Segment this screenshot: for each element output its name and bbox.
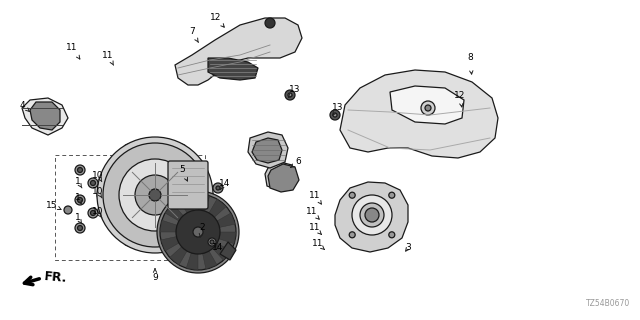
Text: 10: 10 bbox=[92, 207, 104, 217]
Circle shape bbox=[360, 203, 384, 227]
Circle shape bbox=[176, 210, 220, 254]
Polygon shape bbox=[268, 164, 299, 192]
Polygon shape bbox=[175, 18, 302, 85]
Polygon shape bbox=[252, 138, 282, 163]
Text: 13: 13 bbox=[332, 103, 344, 113]
Circle shape bbox=[175, 234, 187, 246]
Text: 12: 12 bbox=[211, 13, 221, 22]
Text: FR.: FR. bbox=[44, 270, 68, 285]
Text: 11: 11 bbox=[309, 223, 321, 233]
Text: 14: 14 bbox=[212, 244, 224, 252]
Polygon shape bbox=[186, 237, 198, 270]
Bar bbox=[55, 155, 205, 260]
Circle shape bbox=[425, 105, 431, 111]
Text: 11: 11 bbox=[67, 44, 77, 52]
Circle shape bbox=[90, 180, 95, 186]
Polygon shape bbox=[335, 182, 408, 252]
Polygon shape bbox=[202, 213, 235, 231]
Text: 7: 7 bbox=[189, 28, 195, 36]
Polygon shape bbox=[248, 132, 288, 168]
Circle shape bbox=[201, 189, 213, 201]
Circle shape bbox=[175, 144, 187, 156]
Polygon shape bbox=[200, 199, 226, 229]
Text: 14: 14 bbox=[220, 179, 230, 188]
Polygon shape bbox=[179, 195, 197, 228]
Text: 10: 10 bbox=[92, 171, 104, 180]
Circle shape bbox=[75, 195, 85, 205]
Circle shape bbox=[216, 186, 220, 190]
Text: 11: 11 bbox=[102, 51, 114, 60]
Text: 10: 10 bbox=[92, 188, 104, 196]
Circle shape bbox=[388, 192, 395, 198]
Polygon shape bbox=[22, 98, 68, 135]
Circle shape bbox=[265, 18, 275, 28]
Circle shape bbox=[103, 143, 207, 247]
Polygon shape bbox=[30, 102, 60, 130]
Text: 11: 11 bbox=[309, 190, 321, 199]
Polygon shape bbox=[390, 86, 464, 124]
Circle shape bbox=[213, 183, 223, 193]
Circle shape bbox=[421, 101, 435, 115]
Text: 1: 1 bbox=[75, 194, 81, 203]
Text: 1: 1 bbox=[75, 213, 81, 222]
Text: 11: 11 bbox=[312, 239, 324, 249]
Circle shape bbox=[210, 240, 214, 244]
Circle shape bbox=[97, 137, 213, 253]
Text: 11: 11 bbox=[307, 207, 317, 217]
Polygon shape bbox=[198, 194, 210, 227]
Text: TZ54B0670: TZ54B0670 bbox=[586, 299, 630, 308]
Text: 15: 15 bbox=[46, 201, 58, 210]
Polygon shape bbox=[265, 162, 296, 190]
Text: 12: 12 bbox=[454, 91, 466, 100]
Polygon shape bbox=[199, 236, 217, 269]
Text: 6: 6 bbox=[295, 157, 301, 166]
Circle shape bbox=[388, 232, 395, 238]
Circle shape bbox=[75, 165, 85, 175]
Polygon shape bbox=[202, 235, 231, 260]
Polygon shape bbox=[161, 233, 194, 251]
Circle shape bbox=[349, 232, 355, 238]
Text: 4: 4 bbox=[19, 100, 25, 109]
Polygon shape bbox=[220, 242, 236, 260]
Text: 8: 8 bbox=[467, 53, 473, 62]
Circle shape bbox=[135, 175, 175, 215]
Text: 5: 5 bbox=[179, 165, 185, 174]
Circle shape bbox=[330, 110, 340, 120]
Text: 13: 13 bbox=[289, 85, 301, 94]
Circle shape bbox=[77, 167, 83, 172]
Polygon shape bbox=[160, 220, 193, 232]
Circle shape bbox=[349, 192, 355, 198]
Polygon shape bbox=[340, 70, 498, 158]
Circle shape bbox=[288, 93, 292, 97]
FancyBboxPatch shape bbox=[168, 161, 208, 209]
Circle shape bbox=[75, 223, 85, 233]
Polygon shape bbox=[170, 235, 195, 265]
Circle shape bbox=[208, 238, 216, 246]
Circle shape bbox=[123, 234, 135, 246]
Circle shape bbox=[123, 144, 135, 156]
Circle shape bbox=[160, 194, 236, 270]
Circle shape bbox=[333, 113, 337, 117]
Text: 9: 9 bbox=[152, 274, 158, 283]
Circle shape bbox=[285, 90, 295, 100]
Circle shape bbox=[193, 227, 203, 237]
Text: 3: 3 bbox=[405, 244, 411, 252]
Circle shape bbox=[88, 178, 98, 188]
Polygon shape bbox=[203, 232, 236, 244]
Circle shape bbox=[352, 195, 392, 235]
Polygon shape bbox=[208, 58, 258, 80]
Circle shape bbox=[365, 208, 379, 222]
Circle shape bbox=[90, 211, 95, 215]
Polygon shape bbox=[165, 204, 195, 229]
Circle shape bbox=[77, 226, 83, 230]
Circle shape bbox=[157, 191, 239, 273]
Text: 2: 2 bbox=[199, 223, 205, 233]
Text: 1: 1 bbox=[75, 178, 81, 187]
Circle shape bbox=[64, 206, 72, 214]
Circle shape bbox=[77, 197, 83, 203]
Circle shape bbox=[97, 189, 109, 201]
Circle shape bbox=[88, 208, 98, 218]
Circle shape bbox=[119, 159, 191, 231]
Circle shape bbox=[149, 189, 161, 201]
